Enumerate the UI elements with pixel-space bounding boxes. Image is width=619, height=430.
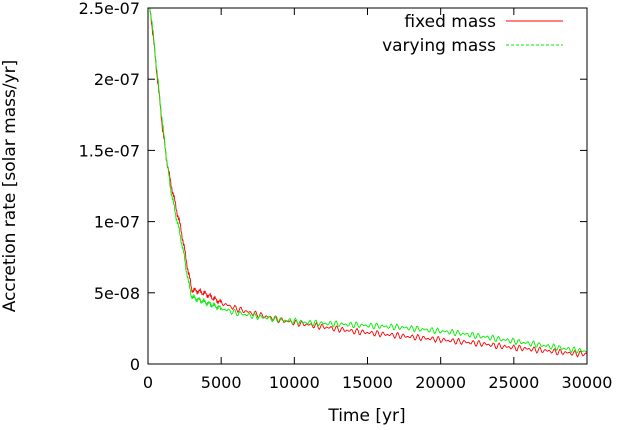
legend-label: varying mass <box>382 36 496 56</box>
y-tick-label: 1.5e-07 <box>79 141 140 160</box>
y-tick-label: 0 <box>130 355 140 374</box>
x-tick-label: 25000 <box>488 373 539 392</box>
legend-entry: fixed mass <box>404 12 563 32</box>
x-tick-label: 30000 <box>562 373 613 392</box>
legend-entry: varying mass <box>382 36 563 56</box>
y-tick-label: 2.5e-07 <box>79 0 140 18</box>
y-axis-label: Accretion rate [solar mass/yr] <box>0 60 20 313</box>
x-axis-label: Time [yr] <box>327 406 405 426</box>
x-tick-label: 10000 <box>269 373 320 392</box>
x-tick-label: 15000 <box>342 373 393 392</box>
y-tick-label: 2e-07 <box>94 70 140 89</box>
x-tick-label: 20000 <box>415 373 466 392</box>
legend-label: fixed mass <box>404 12 496 32</box>
series-line-fixed-mass <box>149 8 587 358</box>
y-tick-label: 1e-07 <box>94 213 140 232</box>
series-layer <box>149 8 587 358</box>
legend: fixed mass varying mass <box>382 12 563 56</box>
y-tick-label: 5e-08 <box>94 284 140 303</box>
x-tick-label: 5000 <box>201 373 242 392</box>
series-line-varying-mass <box>149 8 587 354</box>
x-tick-label: 0 <box>143 373 153 392</box>
tick-layer: 0 5000 10000 15000 20000 25000 30000 0 5e-08 1e-0… <box>79 0 613 392</box>
